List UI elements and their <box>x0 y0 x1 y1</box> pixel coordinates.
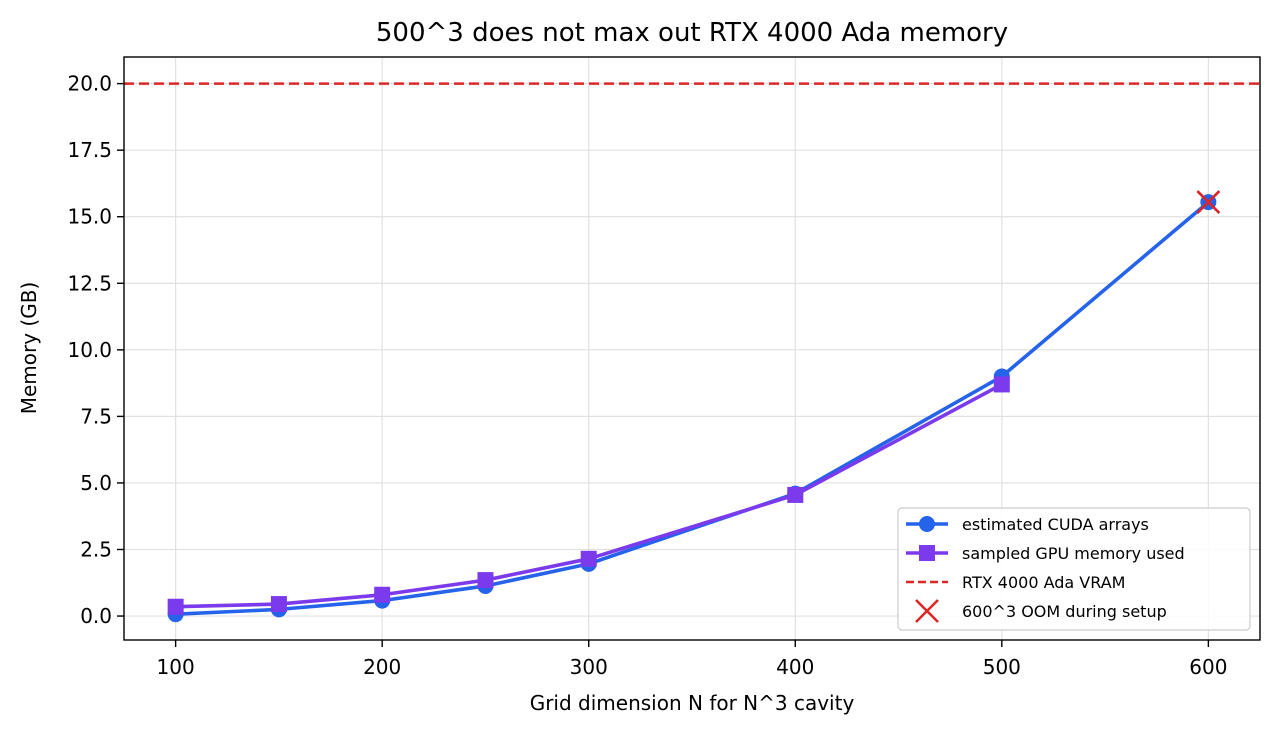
y-tick-label: 12.5 <box>67 271 112 295</box>
data-point-gpu-memory-used <box>270 596 287 613</box>
series-layer <box>167 190 1221 623</box>
y-tick-label: 5.0 <box>80 471 112 495</box>
y-axis-label: Memory (GB) <box>17 282 41 415</box>
x-tick-label: 600 <box>1189 655 1227 679</box>
grid <box>124 57 1260 640</box>
x-tick-label: 200 <box>363 655 401 679</box>
series-cuda-arrays <box>175 200 1210 616</box>
legend-entry: RTX 4000 Ada VRAM <box>906 573 1125 592</box>
x-tick-label: 500 <box>983 655 1021 679</box>
y-tick-label: 7.5 <box>80 404 112 428</box>
legend-label: estimated CUDA arrays <box>962 515 1149 534</box>
legend-swatch-marker <box>919 545 935 561</box>
legend-swatch-x <box>915 599 939 623</box>
legend-entry: sampled GPU memory used <box>906 544 1185 563</box>
x-tick-label: 400 <box>776 655 814 679</box>
y-tick-label: 10.0 <box>67 338 112 362</box>
y-tick-label: 2.5 <box>80 537 112 561</box>
ticks: 100 200 300 400 500 600 0.0 2.5 5.0 7.5 10.0 12.5 15… <box>67 72 1227 679</box>
y-tick-label: 15.0 <box>67 205 112 229</box>
plot-frame <box>123 56 1261 641</box>
x-tick-label: 300 <box>570 655 608 679</box>
x-tick-label: 100 <box>157 655 195 679</box>
y-tick-label: 17.5 <box>67 138 112 162</box>
chart-title: 500^3 does not max out RTX 4000 Ada memo… <box>376 18 1008 48</box>
legend-entry: estimated CUDA arrays <box>906 515 1149 534</box>
x-axis-label: Grid dimension N for N^3 cavity <box>530 691 855 715</box>
oom-marker-stroke <box>915 599 939 623</box>
legend: estimated CUDA arrays sampled GPU memory … <box>897 507 1251 631</box>
data-point-gpu-memory-used <box>477 572 494 589</box>
legend-swatch-marker <box>919 516 935 532</box>
oom-marker-stroke <box>1196 190 1221 215</box>
y-tick-label: 0.0 <box>80 604 112 628</box>
y-tick-label: 20.0 <box>67 72 112 96</box>
data-point-gpu-memory-used <box>374 586 391 603</box>
data-point-gpu-memory-used <box>167 598 184 615</box>
legend-label: sampled GPU memory used <box>962 544 1185 563</box>
legend-label: RTX 4000 Ada VRAM <box>962 573 1125 592</box>
oom-marker <box>1196 190 1221 215</box>
data-point-gpu-memory-used <box>787 486 804 503</box>
legend-entry: 600^3 OOM during setup <box>915 599 1167 623</box>
legend-label: 600^3 OOM during setup <box>962 602 1167 621</box>
data-point-gpu-memory-used <box>993 376 1010 393</box>
legend-box <box>897 507 1251 631</box>
series-line-cuda-arrays <box>175 200 1210 616</box>
series-markers-gpu-memory-used <box>167 376 1010 615</box>
data-point-gpu-memory-used <box>580 550 597 567</box>
